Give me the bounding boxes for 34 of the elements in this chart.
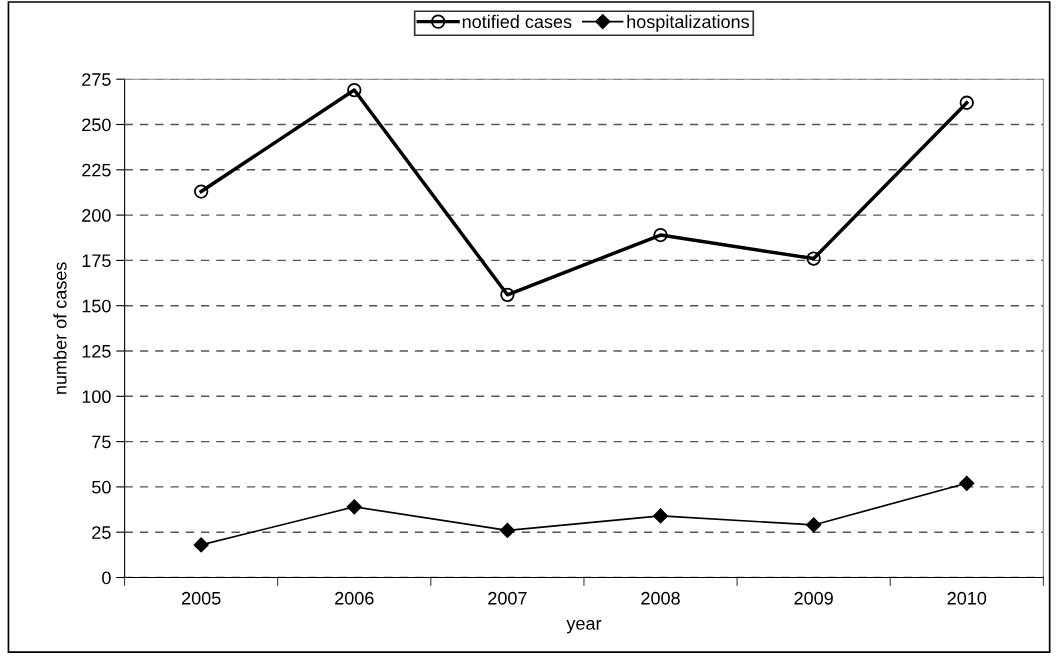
point: [652, 508, 669, 524]
point: [499, 522, 515, 538]
y-tick-label: 275: [82, 73, 111, 86]
x-tick-label: 2010: [947, 591, 987, 605]
legend-label: hospitalizations: [627, 14, 749, 32]
point: [194, 184, 209, 199]
y-axis-title: number of cases: [53, 262, 67, 394]
y-tick-label: 125: [82, 344, 111, 358]
x-tick-label: 2005: [182, 591, 221, 605]
y-tick-label: 25: [92, 526, 111, 539]
y-tick-label: 0: [102, 571, 111, 585]
x-tick-label: 2008: [641, 591, 680, 605]
point: [806, 517, 822, 533]
y-tick-label: 175: [82, 254, 111, 268]
y-tick-label: 225: [82, 163, 111, 177]
point: [653, 227, 668, 243]
y-tick-label: 200: [82, 209, 111, 222]
point: [959, 95, 974, 110]
point: [959, 475, 975, 491]
point: [347, 82, 362, 98]
y-tick-label: 100: [82, 390, 111, 404]
point: [500, 287, 515, 302]
y-tick-label: 250: [82, 118, 111, 132]
y-tick-label: 75: [92, 435, 111, 449]
y-tick-label: 150: [82, 299, 111, 313]
y-tick-label: 50: [92, 480, 111, 494]
x-tick-label: 2007: [488, 591, 527, 605]
point: [193, 537, 209, 553]
point: [346, 499, 362, 515]
point: [806, 251, 821, 266]
x-tick-label: 2009: [794, 591, 833, 605]
x-tick-label: 2006: [335, 591, 374, 605]
x-axis-title: year: [566, 619, 602, 634]
legend-label: notified cases: [462, 14, 572, 29]
